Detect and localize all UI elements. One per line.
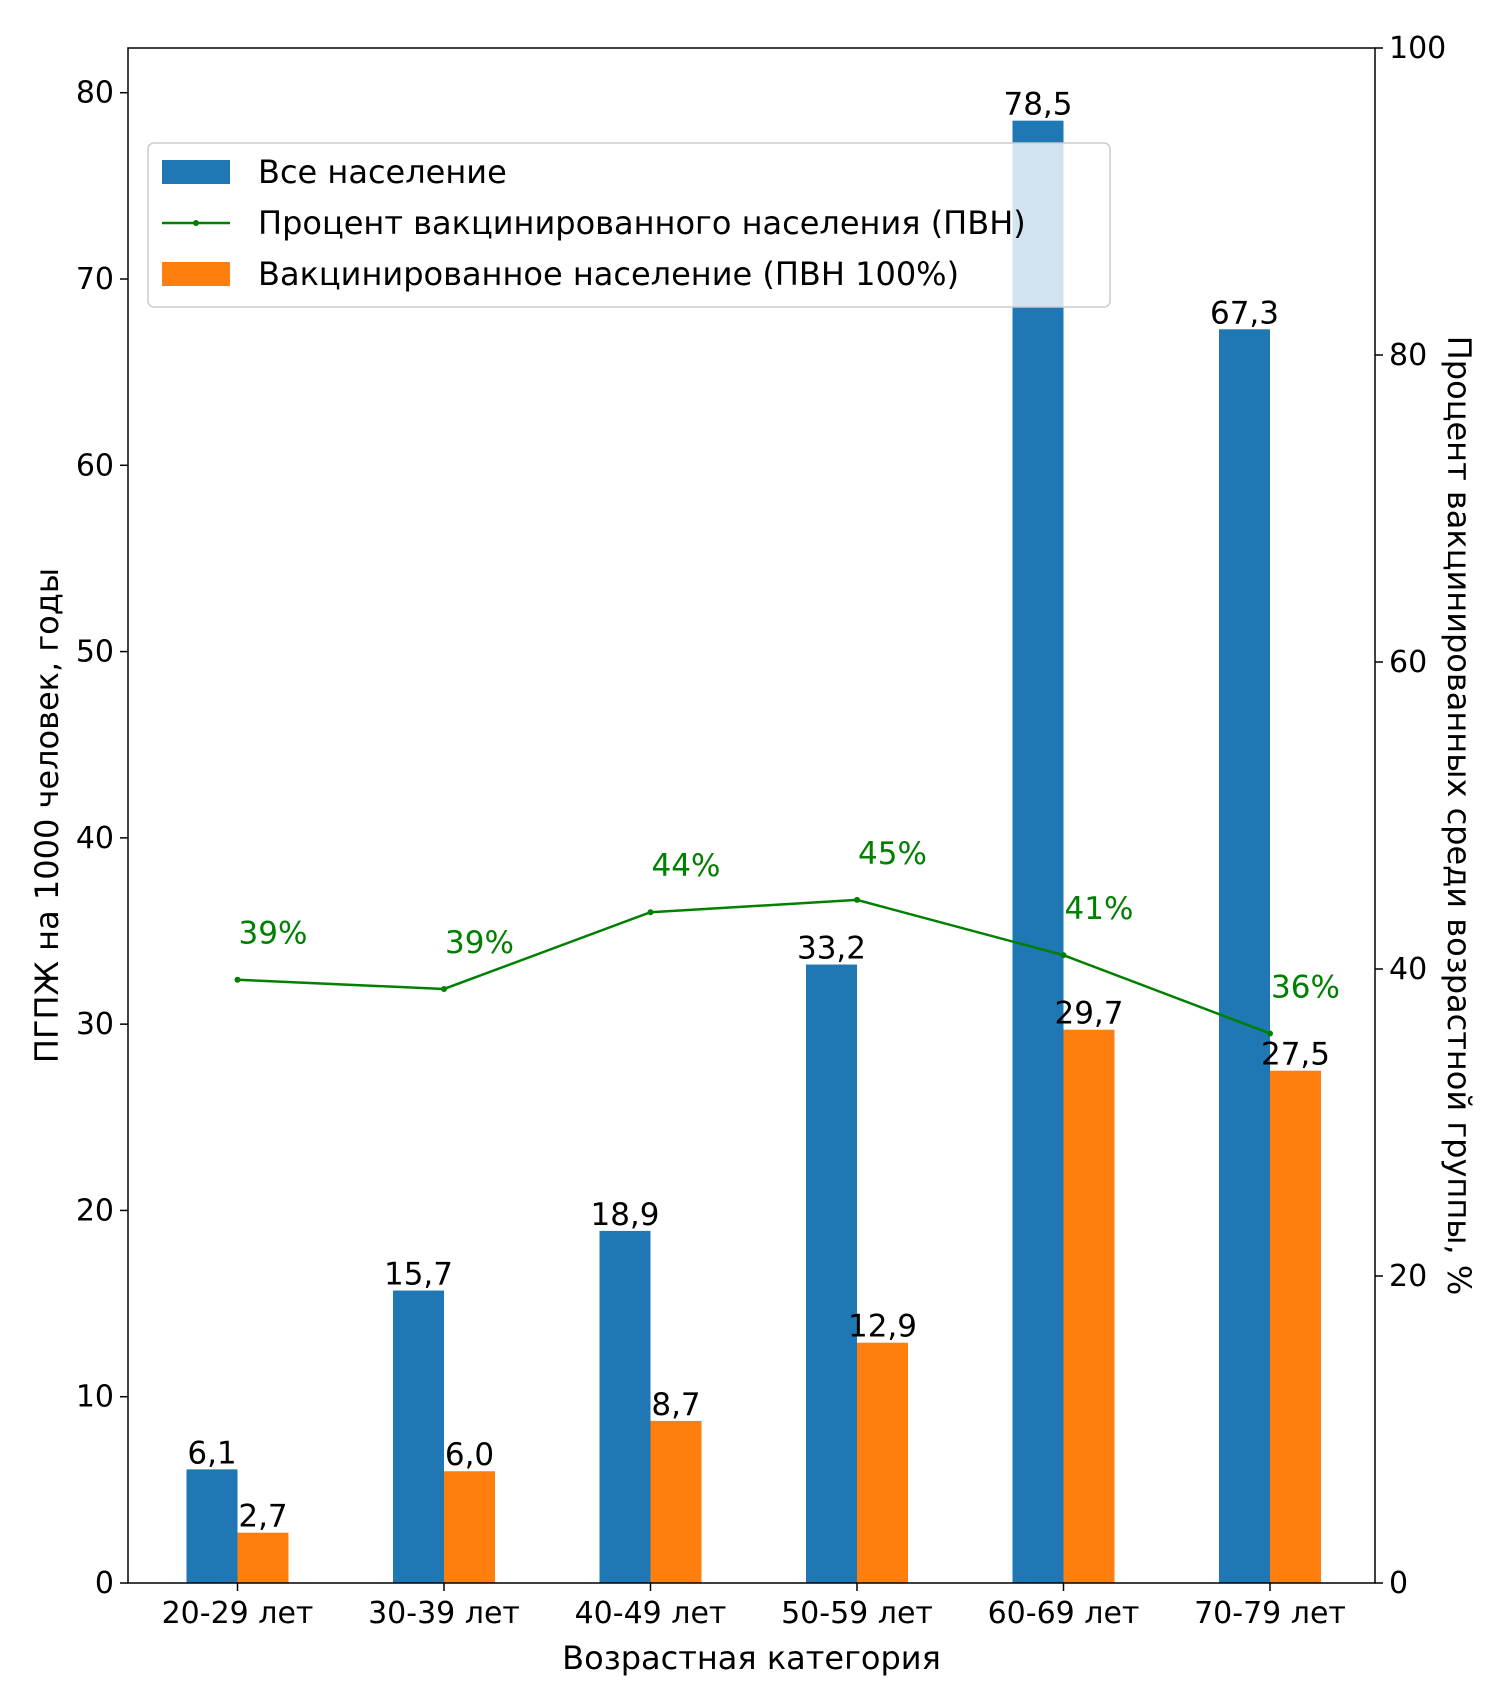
right-tick-label: 0 [1389,1566,1408,1601]
bar-vaccinated-population-4 [1063,1029,1115,1583]
bar-vaccinated-population-3 [857,1342,908,1583]
x-axis: 20-29 лет 30-39 лет 40-49 лет 50-59 лет 60-6… [162,1583,1346,1631]
x-tick-label: 70-79 лет [1194,1596,1346,1631]
bar-value-label: 18,9 [590,1197,659,1233]
bar-value-label: 29,7 [1054,996,1123,1032]
percent-point-2 [647,909,654,916]
legend-swatch [162,160,230,184]
bar-value-label: 8,7 [651,1387,700,1423]
bar-value-label: 67,3 [1210,295,1279,331]
bar-value-label: 78,5 [1003,87,1072,123]
bar-vaccinated-population-0 [237,1532,289,1583]
legend-entry-label: Вакцинированное население (ПВН 100%) [258,255,959,293]
left-tick-label: 20 [76,1193,114,1228]
bar-vaccinated-population-5 [1270,1070,1321,1583]
legend: Все население Процент вакцинированного на… [147,142,1111,308]
legend-swatch [162,262,230,286]
bar-all-population-1 [393,1290,444,1583]
x-tick-label: 40-49 лет [575,1596,727,1631]
percent-point-4 [1060,952,1067,959]
x-tick-label: 20-29 лет [162,1596,314,1631]
bar-value-label: 2,7 [238,1499,287,1535]
plot-frame [127,47,1376,1584]
right-tick-label: 80 [1389,338,1427,373]
percent-point-1 [441,985,447,992]
bar-value-label: 6,0 [445,1437,494,1473]
x-tick-label: 30-39 лет [368,1596,520,1631]
right-tick-label: 60 [1389,645,1427,680]
percent-label: 39% [445,925,514,961]
data-labels-layer: 6,1 15,7 18,9 33,2 78,5 67,3 2,7 6,0 8,7 12,9 29,7… [187,87,1340,1535]
left-y-axis: 0 10 20 30 40 50 60 70 80 [76,76,128,1601]
bar-value-label: 27,5 [1261,1037,1330,1073]
right-tick-label: 20 [1389,1259,1427,1294]
legend-entry-label: Все население [258,153,507,191]
bar-all-population-3 [806,964,857,1583]
bar-vaccinated-population-2 [650,1420,702,1583]
percent-point-0 [234,976,241,983]
right-tick-label: 40 [1389,952,1427,987]
right-tick-label: 100 [1389,31,1446,66]
legend-box [147,142,1111,308]
percent-label: 39% [239,916,308,952]
bar-value-label: 33,2 [797,931,866,967]
left-tick-label: 50 [76,635,114,670]
bars-layer [186,120,1321,1583]
left-tick-label: 10 [76,1380,114,1415]
bar-vaccinated-population-1 [444,1471,495,1583]
x-tick-label: 60-69 лет [988,1596,1140,1631]
bar-all-population-5 [1219,329,1270,1583]
percent-vaccinated-line [237,898,1271,1035]
left-tick-label: 40 [76,821,114,856]
percent-point-3 [854,896,860,903]
left-tick-label: 60 [76,448,114,483]
percent-line-layer [234,896,1273,1037]
y-axis-right-title: Процент вакцинированных среди возрастной… [1440,336,1478,1296]
bar-value-label: 12,9 [848,1309,917,1345]
bar-value-label: 6,1 [187,1435,236,1471]
x-axis-title: Возрастная категория [562,1639,941,1677]
x-tick-label: 50-59 лет [781,1596,933,1631]
bar-value-label: 15,7 [384,1257,453,1293]
left-tick-label: 30 [76,1007,114,1042]
bar-all-population-4 [1012,120,1064,1583]
bar-all-population-2 [599,1230,651,1583]
y-axis-title: ПГПЖ на 1000 человек, годы [28,568,66,1063]
legend-marker [193,220,199,226]
legend-entry-label: Процент вакцинированного населения (ПВН) [258,204,1026,242]
bar-all-population-0 [186,1469,238,1583]
left-tick-label: 70 [76,262,114,297]
percent-point-5 [1267,1030,1273,1037]
left-tick-label: 0 [95,1566,114,1601]
left-tick-label: 80 [76,76,114,111]
right-y-axis: 0 20 40 60 80 100 [1375,31,1446,1601]
percent-label: 36% [1271,969,1340,1005]
percent-label: 44% [652,848,721,884]
percent-label: 45% [858,836,927,872]
percent-label: 41% [1065,891,1134,927]
